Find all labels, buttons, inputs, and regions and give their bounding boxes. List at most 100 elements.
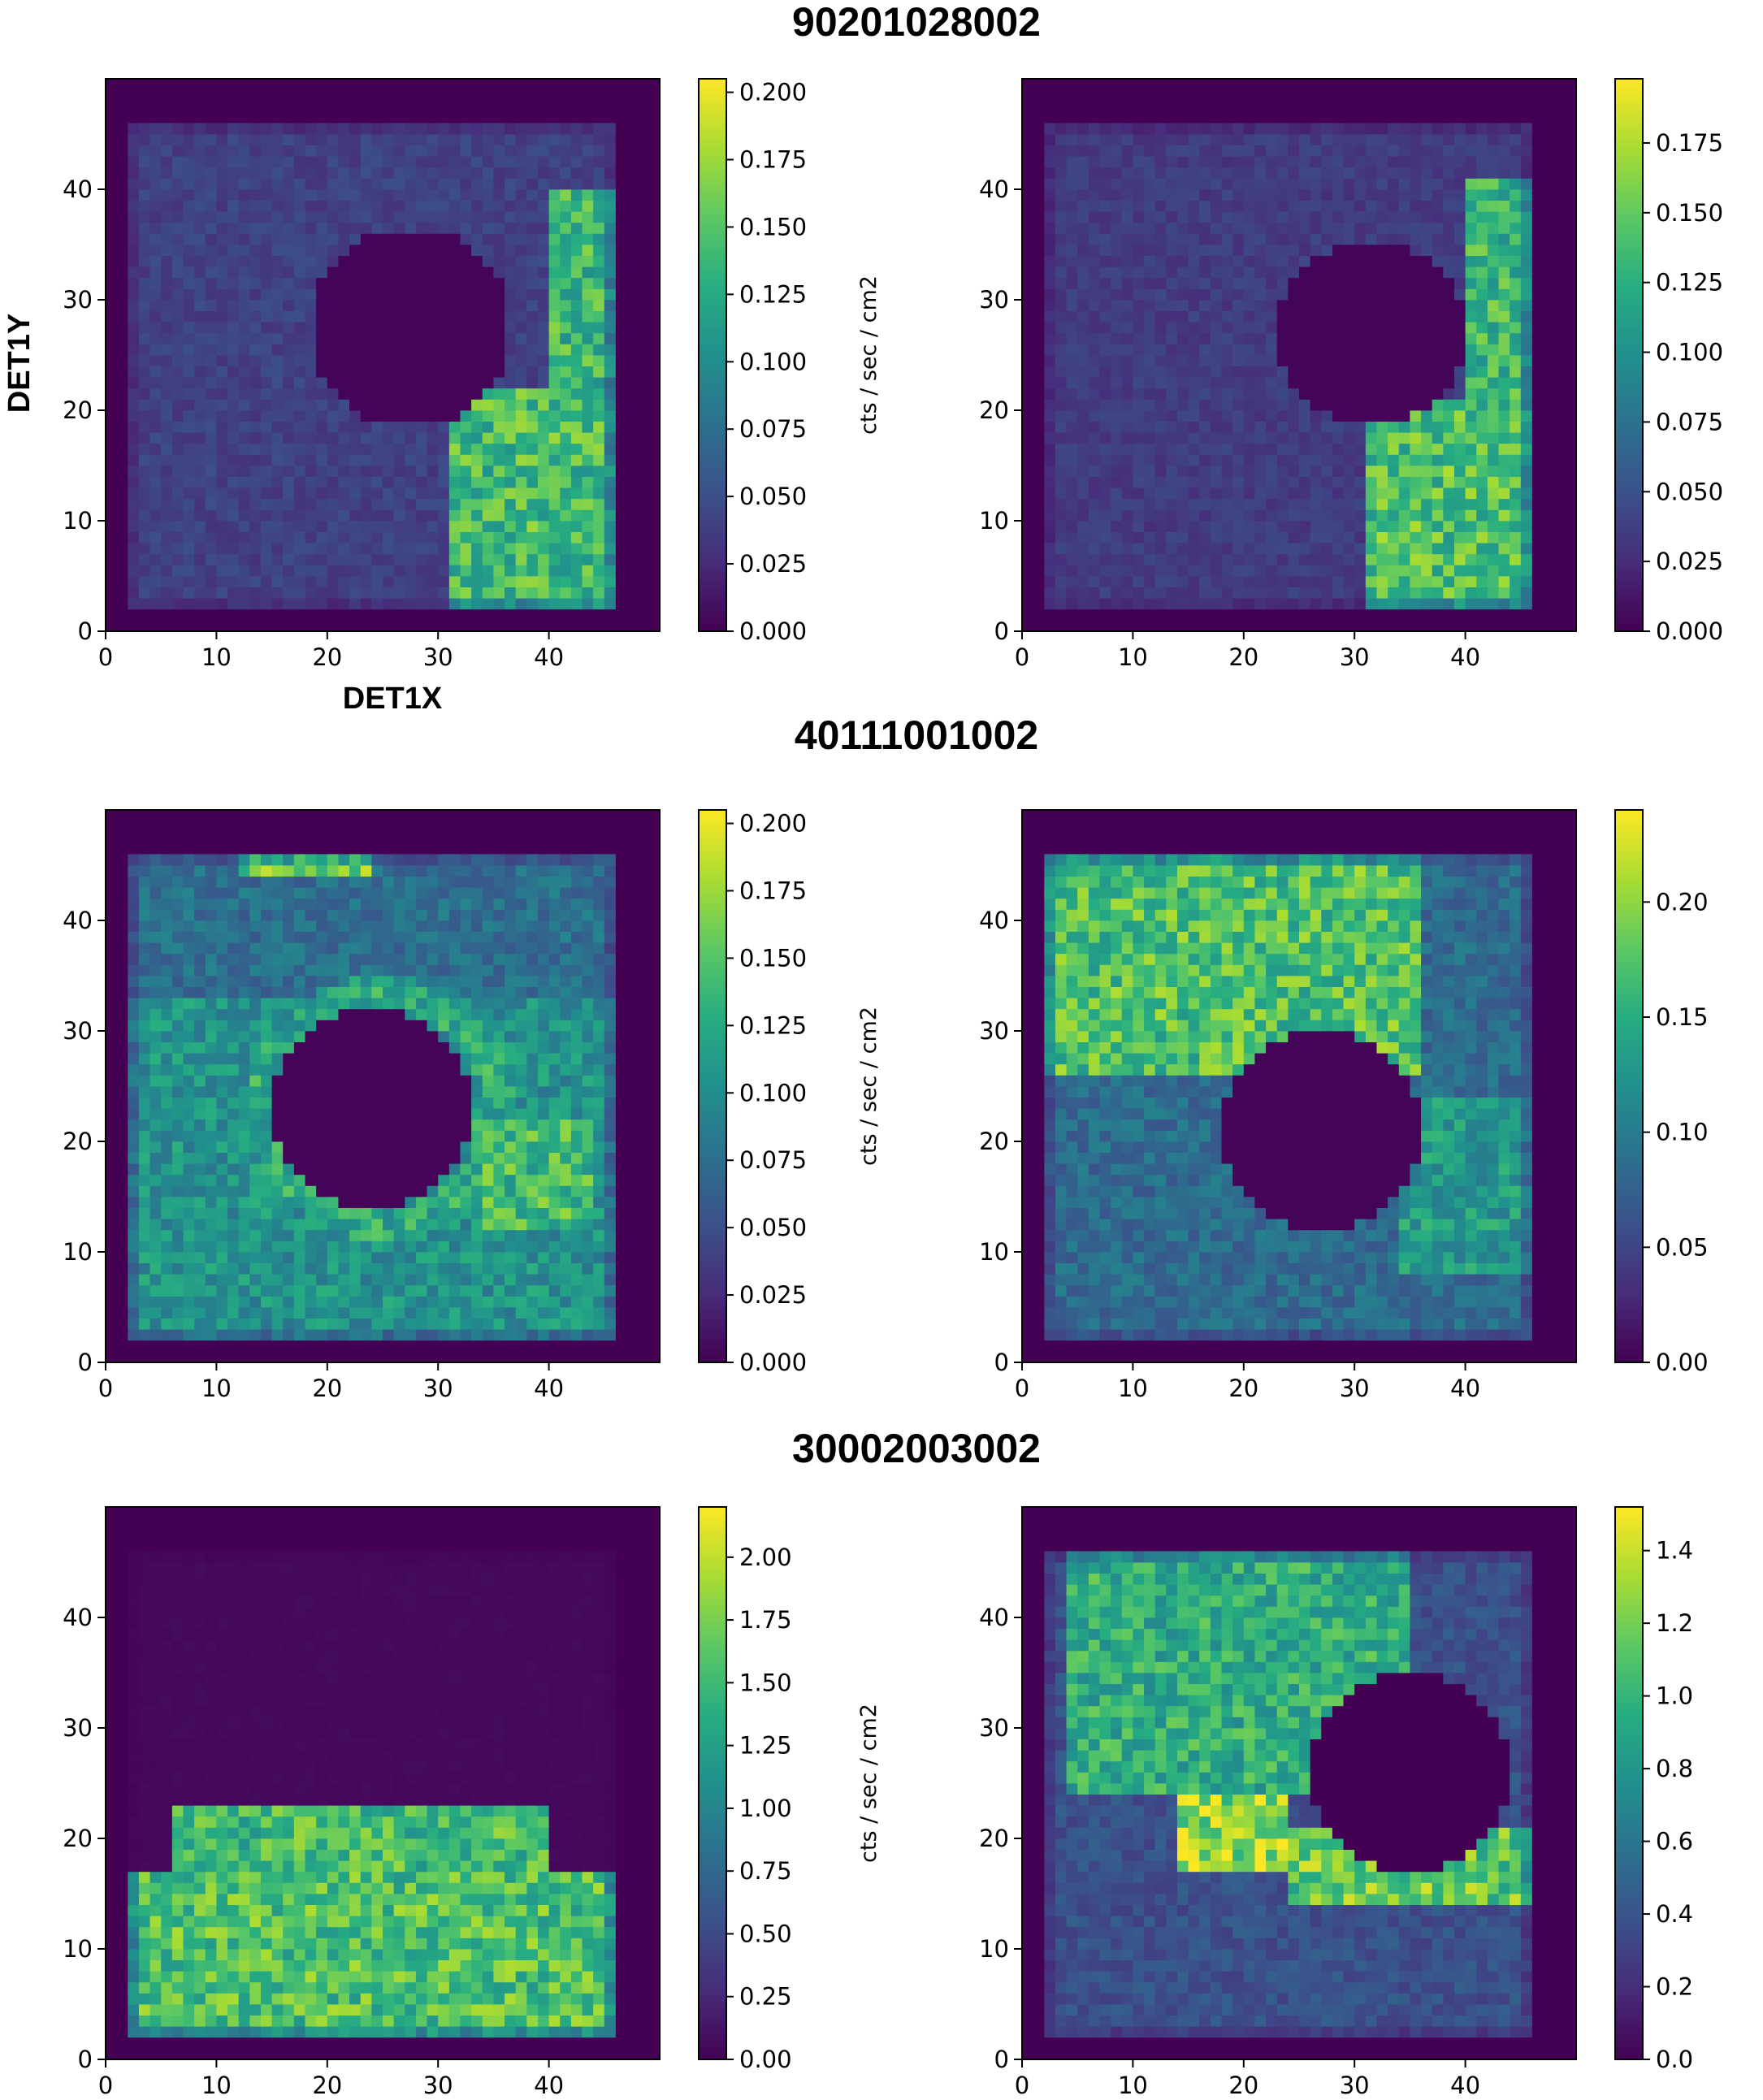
heatmap-cell	[171, 355, 184, 366]
heatmap-cell	[283, 1075, 295, 1087]
heatmap-cell	[138, 465, 150, 477]
heatmap-cell	[349, 1329, 362, 1341]
heatmap-cell	[482, 255, 494, 267]
heatmap-cell	[505, 565, 517, 577]
heatmap-cell	[493, 553, 505, 565]
heatmap-cell	[593, 288, 605, 301]
heatmap-cell	[505, 432, 517, 444]
heatmap-cell	[293, 1185, 305, 1197]
heatmap-cell	[338, 531, 350, 543]
heatmap-cell	[349, 156, 362, 168]
heatmap-cell	[1188, 355, 1200, 366]
heatmap-cell	[138, 189, 150, 201]
heatmap-cell	[1354, 521, 1367, 532]
heatmap-cell	[1443, 454, 1455, 466]
heatmap-cell	[205, 509, 217, 522]
heatmap-cell	[471, 167, 483, 179]
heatmap-cell	[1266, 233, 1278, 245]
heatmap-cell	[482, 145, 494, 157]
heatmap-cell	[1221, 288, 1233, 301]
heatmap-cell	[1432, 123, 1444, 135]
heatmap-cell	[1121, 399, 1133, 411]
heatmap-cell	[570, 134, 583, 145]
heatmap-cell	[338, 388, 350, 400]
heatmap-cell	[505, 443, 517, 455]
heatmap-cell	[1044, 399, 1056, 411]
heatmap-cell	[1388, 565, 1400, 577]
heatmap-cell	[1199, 277, 1211, 289]
heatmap-cell	[293, 1008, 305, 1020]
heatmap-cell	[327, 876, 339, 888]
heatmap-cell	[604, 432, 616, 444]
heatmap-cell	[1199, 211, 1211, 223]
heatmap-cell	[1288, 344, 1300, 356]
heatmap-cell	[271, 920, 284, 932]
heatmap-cell	[1288, 277, 1300, 289]
heatmap-cell	[393, 498, 405, 510]
heatmap-cell	[448, 553, 461, 565]
heatmap-cell	[205, 1252, 217, 1263]
heatmap-cell	[171, 1307, 184, 1318]
heatmap-cell	[1144, 310, 1156, 323]
heatmap-cell	[570, 344, 583, 356]
heatmap-cell	[393, 521, 405, 532]
heatmap-cell	[360, 920, 372, 932]
heatmap-cell	[260, 1141, 272, 1153]
heatmap-cell	[260, 498, 272, 510]
heatmap-cell	[1188, 565, 1200, 577]
heatmap-cell	[1398, 355, 1410, 366]
heatmap-cell	[1453, 388, 1466, 400]
heatmap-cell	[171, 531, 184, 543]
heatmap-cell	[1055, 123, 1067, 135]
heatmap-cell	[338, 1252, 350, 1263]
heatmap-cell	[260, 145, 272, 157]
heatmap-cell	[1310, 476, 1322, 488]
heatmap-cell	[1453, 266, 1466, 279]
heatmap-cell	[205, 189, 217, 201]
heatmap-cell	[349, 931, 362, 943]
heatmap-cell	[1354, 344, 1367, 356]
heatmap-cell	[349, 222, 362, 234]
heatmap-cell	[194, 565, 206, 577]
heatmap-cell	[526, 388, 539, 400]
heatmap-cell	[505, 476, 517, 488]
heatmap-cell	[1410, 123, 1422, 135]
heatmap-cell	[1276, 598, 1289, 610]
heatmap-cell	[371, 266, 383, 279]
heatmap-cell	[415, 454, 427, 466]
heatmap-cell	[393, 399, 405, 411]
heatmap-cell	[1044, 487, 1056, 500]
heatmap-cell	[171, 553, 184, 565]
heatmap-cell	[205, 531, 217, 543]
heatmap-cell	[1421, 134, 1433, 145]
heatmap-cell	[371, 1075, 383, 1087]
heatmap-cell	[1520, 454, 1532, 466]
heatmap-cell	[271, 986, 284, 998]
heatmap-cell	[249, 1020, 262, 1032]
heatmap-cell	[149, 476, 162, 488]
heatmap-cell	[238, 1274, 250, 1286]
heatmap-cell	[216, 1008, 228, 1020]
heatmap-cell	[537, 531, 549, 543]
heatmap-cell	[360, 300, 372, 311]
heatmap-cell	[1476, 222, 1488, 234]
heatmap-cell	[183, 1063, 195, 1076]
heatmap-cell	[161, 920, 173, 932]
heatmap-cell	[360, 1108, 372, 1120]
heatmap-cell	[1365, 443, 1377, 455]
heatmap-cell	[293, 454, 305, 466]
heatmap-cell	[593, 565, 605, 577]
heatmap-cell	[260, 598, 272, 610]
heatmap-cell	[205, 1063, 217, 1076]
heatmap-cell	[1410, 421, 1422, 433]
heatmap-cell	[1465, 509, 1477, 522]
heatmap-cell	[138, 388, 150, 400]
heatmap-cell	[349, 1097, 362, 1109]
heatmap-cell	[271, 222, 284, 234]
heatmap-cell	[1176, 443, 1189, 455]
group-title-2: 40111001002	[795, 712, 1038, 758]
heatmap-cell	[349, 565, 362, 577]
heatmap-cell	[371, 964, 383, 976]
heatmap-cell	[460, 355, 472, 366]
heatmap-cell	[171, 876, 184, 888]
